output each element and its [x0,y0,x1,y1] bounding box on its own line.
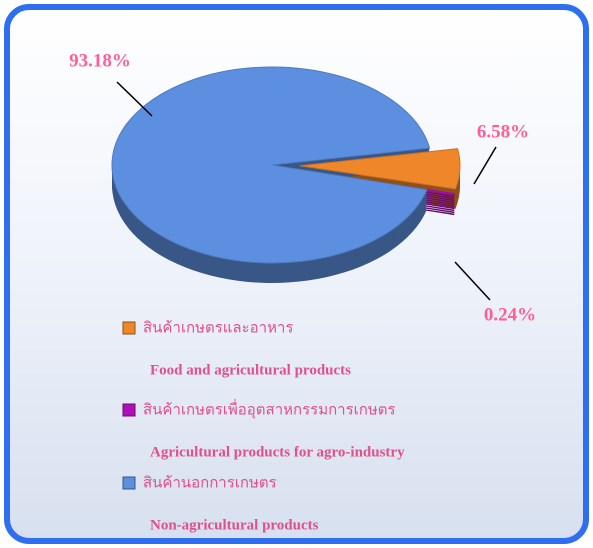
legend-label: สินค้าเกษตรเพื่ออุตสาหกรรมการเกษตร [143,399,396,420]
legend-icon [122,321,136,335]
leader-line [473,146,497,185]
legend-label-en: Non-agricultural products [150,517,319,533]
value-label: 6.58% [477,121,529,142]
legend-icon [122,476,136,490]
value-label: 93.18% [69,50,131,71]
slice [299,148,461,190]
legend-label: สินค้านอกการเกษตร [143,474,277,492]
legend-label-en: Agricultural products for agro-industry [150,444,405,460]
leader-line [454,261,491,301]
leader-line [116,81,153,117]
value-label: 0.24% [484,304,536,325]
legend-icon [122,403,136,417]
slice [111,66,431,264]
legend-label: สินค้าเกษตรและอาหาร [143,319,293,337]
legend-label-en: Food and agricultural products [150,362,351,378]
